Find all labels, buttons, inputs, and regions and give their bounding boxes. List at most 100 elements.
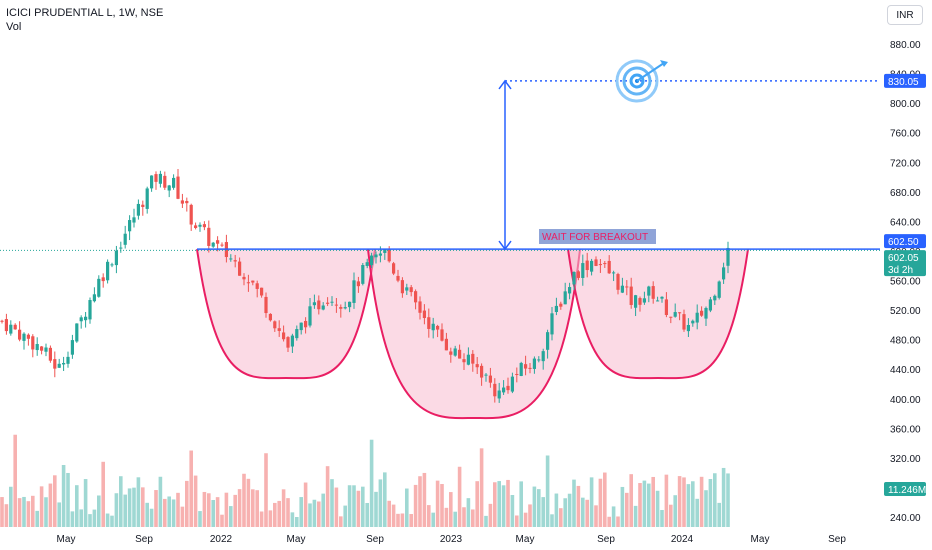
candle-body (616, 274, 620, 290)
candle-body (44, 347, 48, 352)
candle-body (163, 175, 167, 188)
volume-bar (44, 497, 48, 527)
candle-body (559, 303, 563, 307)
candle-body (246, 282, 250, 284)
x-tick-label: Sep (135, 534, 153, 545)
volume-bar (97, 495, 101, 527)
y-tick-label: 560.00 (890, 277, 921, 288)
volume-bar (528, 504, 532, 527)
volume-bar (532, 486, 537, 527)
volume-bar (484, 515, 488, 527)
candle-body (378, 253, 382, 256)
candle-body (497, 390, 501, 399)
volume-tag: 11.246M (888, 485, 926, 496)
candle-body (713, 295, 717, 301)
volume-bar (545, 455, 550, 527)
candle-body (422, 310, 426, 319)
candle-body (365, 262, 369, 266)
candle-body (348, 301, 352, 308)
candle-body (506, 385, 510, 391)
volume-bar (431, 512, 435, 527)
volume-bar (418, 476, 422, 527)
candle-body (585, 260, 589, 271)
symbol-title[interactable]: ICICI PRUDENTIAL L, 1W, NSE (6, 7, 164, 19)
candle-body (488, 375, 492, 383)
candle-body (678, 312, 682, 314)
volume-bar (185, 480, 189, 527)
candle-body (444, 338, 448, 351)
candle-body (268, 313, 272, 321)
candle-body (695, 312, 699, 323)
volume-bar (61, 464, 66, 527)
volume-bar (264, 453, 268, 527)
volume-bar (180, 506, 185, 527)
volume-bar (515, 515, 519, 527)
x-tick-label: Sep (597, 534, 615, 545)
candle-body (686, 325, 690, 332)
y-tick-label: 760.00 (890, 129, 921, 140)
volume-bar (167, 496, 171, 527)
x-tick-label: May (287, 534, 306, 545)
volume-bar (501, 485, 506, 527)
candle-body (128, 220, 132, 232)
volume-bar (400, 513, 405, 527)
volume-bar (471, 509, 475, 527)
candle-body (339, 307, 343, 309)
volume-bar (616, 516, 620, 527)
candle-body (242, 276, 246, 280)
candle-body (717, 281, 721, 298)
candle-body (383, 249, 387, 253)
volume-bar (726, 473, 730, 527)
volume-bar (611, 506, 616, 527)
candle-body (475, 364, 479, 368)
candle-body (0, 320, 4, 322)
volume-bar (66, 472, 70, 527)
candle-body (440, 329, 444, 341)
volume-label[interactable]: Vol (6, 21, 22, 33)
candle-body (642, 298, 646, 303)
candle-body (97, 278, 101, 297)
y-tick-label: 240.00 (890, 513, 921, 524)
volume-bar (699, 476, 704, 527)
volume-bar (651, 476, 655, 527)
candle-body (88, 300, 92, 320)
volume-bar (589, 477, 594, 527)
countdown-tag: 3d 2h (888, 265, 913, 276)
x-tick-label: Sep (828, 534, 846, 545)
volume-bar (603, 472, 607, 527)
volume-bar (110, 515, 114, 527)
candle-body (216, 240, 220, 244)
volume-bar (708, 479, 713, 527)
candle-body (189, 204, 193, 225)
candle-body (651, 286, 655, 299)
volume-bar (352, 485, 356, 527)
annotation-box (539, 229, 656, 244)
candle-body (92, 294, 96, 302)
volume-bar (682, 477, 686, 527)
candle-body (387, 249, 391, 262)
candle-body (453, 348, 457, 356)
volume-bar (559, 508, 563, 527)
candle-body (290, 335, 294, 347)
candle-body (541, 351, 545, 362)
volume-bar (594, 505, 598, 527)
candle-body (185, 200, 189, 204)
volume-bar (70, 511, 75, 527)
candle-body (462, 359, 466, 363)
candle-body (572, 272, 576, 285)
y-tick-label: 320.00 (890, 454, 921, 465)
volume-bar (79, 509, 83, 527)
currency-button[interactable]: INR (887, 5, 923, 25)
volume-bar (713, 473, 717, 527)
candle-body (229, 258, 233, 260)
volume-bar (563, 498, 567, 527)
candle-body (194, 225, 198, 228)
volume-bar (4, 504, 9, 527)
volume-bar (493, 482, 497, 527)
y-tick-label: 880.00 (890, 40, 921, 51)
volume-bar (22, 496, 26, 527)
candle-body (673, 312, 677, 317)
volume-bar (554, 493, 559, 527)
candle-body (70, 340, 74, 355)
